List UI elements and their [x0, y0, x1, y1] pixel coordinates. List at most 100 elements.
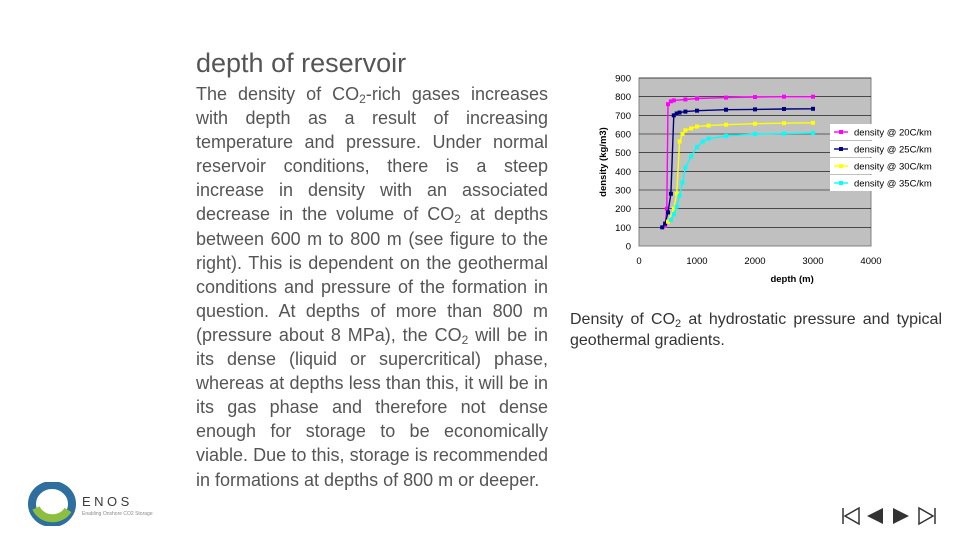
body-segment: 2 [461, 332, 469, 347]
body-segment: -rich gases increases with depth as a re… [196, 84, 548, 225]
y-tick-label: 800 [615, 92, 631, 103]
data-point [706, 123, 711, 128]
data-point [811, 94, 815, 99]
data-point [666, 210, 670, 215]
data-point [724, 107, 728, 112]
enos-logo: ENOS Enabling Onshore CO2 Storage [28, 481, 168, 527]
data-point [724, 122, 728, 127]
caption-segment: 2 [675, 318, 682, 330]
density-chart: 0 100 200 300 400 500 600 700 800 900 0 1000 2000 300… [592, 70, 952, 290]
data-point [674, 111, 679, 116]
y-tick-label: 200 [615, 204, 631, 215]
data-point [811, 131, 815, 136]
data-point [689, 126, 694, 131]
y-axis-label: density (kg/m3) [598, 127, 609, 197]
data-point [811, 120, 815, 125]
data-point [753, 95, 757, 100]
x-tick-label: 2000 [744, 256, 765, 267]
previous-slide-button[interactable] [864, 505, 886, 527]
data-point [671, 212, 676, 217]
data-point [664, 206, 669, 211]
y-tick-label: 700 [615, 111, 631, 122]
y-tick-label: 300 [615, 186, 631, 197]
chart-caption: Density of CO2 at hydrostatic pressure a… [570, 309, 942, 351]
data-point [700, 139, 705, 144]
legend-row-bg [830, 141, 946, 157]
data-point [724, 95, 728, 100]
data-point [668, 217, 673, 222]
legend-row-bg [830, 124, 946, 140]
body-segment: will be in its dense (liquid or supercri… [196, 324, 548, 490]
data-point [695, 108, 699, 113]
data-point [811, 106, 815, 111]
data-point [677, 139, 682, 144]
data-point [782, 131, 786, 136]
data-point [695, 145, 699, 150]
data-point [706, 136, 711, 141]
last-slide-button[interactable] [916, 505, 938, 527]
data-point [753, 121, 757, 126]
first-slide-button[interactable] [840, 505, 862, 527]
legend-swatch-marker [839, 181, 843, 185]
data-point [695, 96, 699, 101]
data-point [668, 99, 673, 104]
data-point [683, 109, 688, 114]
legend-swatch-marker [839, 147, 843, 151]
y-tick-label: 600 [615, 130, 631, 141]
last-icon [918, 506, 936, 526]
body-paragraph: The density of CO2-rich gases increases … [196, 82, 548, 492]
y-tick-label: 0 [626, 242, 631, 253]
prev-icon [867, 508, 883, 524]
slide-title: depth of reservoir [196, 48, 407, 78]
data-point [724, 133, 728, 138]
body-segment: at depths between 600 m to 800 m (see fi… [196, 204, 548, 345]
data-point [671, 98, 676, 103]
x-tick-label: 1000 [686, 256, 707, 267]
data-point [782, 121, 786, 126]
legend-row-bg [830, 175, 946, 191]
y-tick-label: 900 [615, 74, 631, 85]
density-chart-svg: 0 100 200 300 400 500 600 700 800 900 0 1000 2000 300… [598, 74, 946, 285]
data-point [695, 124, 699, 129]
x-tick-label: 4000 [860, 256, 881, 267]
caption-segment: Density of CO [570, 311, 676, 328]
body-segment: 2 [359, 92, 366, 106]
data-point [680, 132, 685, 136]
data-point [677, 193, 682, 198]
data-point [671, 206, 676, 211]
data-point [683, 97, 688, 102]
body-segment: The density of CO [196, 84, 360, 104]
legend-entry: density @ 35C/km [854, 179, 932, 190]
legend-entry: density @ 30C/km [854, 162, 932, 173]
data-point [782, 94, 786, 99]
legend-swatch-marker [839, 130, 843, 134]
data-point [753, 132, 757, 136]
data-point [683, 165, 688, 170]
data-point [674, 191, 679, 196]
slide-navigation [840, 505, 940, 529]
y-tick-label: 100 [615, 223, 631, 234]
logo-wordmark: ENOS [82, 494, 133, 509]
data-point [782, 106, 786, 111]
data-point [663, 221, 668, 226]
x-tick-label: 3000 [802, 256, 823, 267]
logo-mark-icon [28, 481, 76, 527]
data-point [680, 180, 685, 185]
data-point [674, 204, 679, 209]
data-point [660, 225, 665, 230]
next-slide-button[interactable] [890, 505, 912, 527]
first-icon [842, 506, 860, 526]
y-tick-label: 400 [615, 167, 631, 178]
legend-entry: density @ 25C/km [854, 145, 932, 156]
data-point [677, 110, 682, 115]
data-point [668, 191, 673, 196]
body-segment: 2 [454, 212, 461, 227]
data-point [753, 107, 757, 112]
y-tick-label: 500 [615, 148, 631, 159]
data-point [671, 113, 676, 118]
data-point [666, 102, 670, 107]
x-axis-label: depth (m) [770, 274, 813, 285]
legend-row-bg [830, 158, 946, 174]
next-icon [893, 508, 909, 524]
data-point [666, 219, 670, 224]
